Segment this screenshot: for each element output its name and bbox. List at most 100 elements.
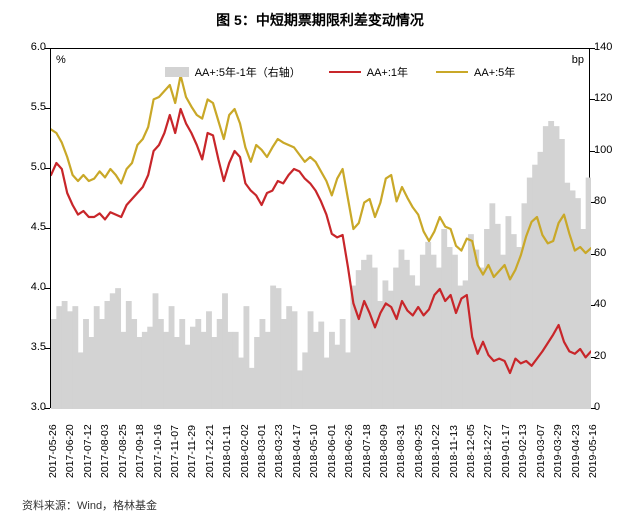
- x-tick-label: 2018-06-26: [343, 424, 355, 478]
- area-bar: [409, 275, 415, 409]
- area-bar: [99, 319, 105, 409]
- x-tick-label: 2018-09-25: [413, 424, 425, 478]
- legend-label-1y: AA+:1年: [367, 64, 408, 80]
- x-tick-label: 2017-06-20: [64, 424, 76, 478]
- area-bar: [452, 255, 458, 409]
- area-bar: [153, 293, 159, 409]
- x-tick-label: 2019-02-13: [517, 424, 529, 478]
- legend-swatch-area: [165, 67, 189, 77]
- area-bar: [78, 352, 84, 409]
- chart-title: 图 5：中短期票期限利差变动情况: [0, 10, 640, 30]
- area-bar: [441, 229, 447, 409]
- plot-area: [50, 48, 590, 408]
- x-tick-label: 2018-06-01: [326, 424, 338, 478]
- x-axis-labels: 2017-05-262017-06-202017-07-122017-08-03…: [50, 410, 590, 490]
- x-tick-label: 2018-03-01: [256, 424, 268, 478]
- right-tick-label: 60: [594, 248, 606, 259]
- area-bar: [88, 337, 94, 409]
- x-tick-label: 2018-11-13: [448, 425, 460, 478]
- area-bar: [302, 352, 308, 409]
- area-bar: [425, 242, 431, 409]
- area-bar: [580, 229, 586, 409]
- area-bar: [313, 332, 319, 409]
- legend-1y: AA+:1年: [329, 64, 408, 80]
- left-tick-label: 5.0: [31, 162, 46, 173]
- area-bar: [473, 250, 479, 409]
- area-bar: [195, 319, 201, 409]
- x-tick-label: 2018-10-22: [430, 424, 442, 478]
- area-bar: [479, 268, 485, 409]
- area-bar: [415, 286, 421, 409]
- area-bar: [227, 332, 233, 409]
- area-bar: [356, 270, 362, 409]
- area-bar: [249, 368, 255, 409]
- left-tick-label: 5.5: [31, 102, 46, 113]
- area-bar: [297, 370, 303, 409]
- area-bar: [254, 337, 260, 409]
- area-bar: [83, 319, 89, 409]
- area-bar: [554, 126, 560, 409]
- area-bar: [190, 327, 196, 409]
- area-bar: [281, 319, 287, 409]
- x-tick-label: 2019-05-16: [587, 424, 599, 478]
- area-bar: [500, 255, 506, 409]
- area-bar: [286, 306, 292, 409]
- x-tick-label: 2018-05-10: [308, 424, 320, 478]
- x-tick-label: 2017-12-21: [204, 424, 216, 478]
- x-tick-label: 2018-04-17: [291, 424, 303, 478]
- x-tick-label: 2019-03-29: [552, 424, 564, 478]
- x-tick-label: 2017-10-16: [152, 424, 164, 478]
- area-bar: [115, 288, 121, 409]
- area-bar: [238, 358, 244, 409]
- area-bar: [206, 311, 212, 409]
- area-bar: [158, 319, 164, 409]
- area-bar: [308, 311, 314, 409]
- area-bar: [62, 301, 68, 409]
- area-bar: [570, 190, 576, 409]
- area-bar: [575, 198, 581, 409]
- left-tick-label: 4.0: [31, 282, 46, 293]
- area-bar: [147, 327, 153, 409]
- area-bar: [169, 306, 175, 409]
- x-tick-label: 2018-01-11: [221, 425, 233, 478]
- area-bar: [586, 178, 591, 409]
- area-bar: [334, 345, 340, 409]
- area-bar: [243, 306, 249, 409]
- right-tick-label: 20: [594, 351, 606, 362]
- area-bar: [345, 352, 351, 409]
- area-bar: [447, 247, 453, 409]
- area-bar: [201, 332, 207, 409]
- area-bar: [179, 319, 185, 409]
- area-bar: [110, 293, 116, 409]
- area-bar: [72, 306, 78, 409]
- area-bar: [211, 337, 217, 409]
- area-bar: [361, 260, 367, 409]
- area-bar: [543, 126, 549, 409]
- plot-svg: [51, 49, 591, 409]
- area-bar: [420, 255, 426, 409]
- area-bar: [270, 286, 276, 409]
- right-tick-label: 140: [594, 42, 612, 53]
- area-bar: [318, 322, 324, 409]
- area-bar: [559, 139, 565, 409]
- area-bar: [292, 311, 298, 409]
- right-tick-label: 80: [594, 196, 606, 207]
- left-tick-label: 6.0: [31, 42, 46, 53]
- x-tick-label: 2018-07-18: [361, 424, 373, 478]
- area-bar: [265, 332, 271, 409]
- area-bar: [131, 319, 137, 409]
- area-bar: [516, 247, 522, 409]
- area-bar: [399, 250, 405, 409]
- x-tick-label: 2018-08-31: [395, 424, 407, 478]
- legend-line-1y: [329, 71, 361, 73]
- area-bar: [121, 332, 127, 409]
- area-bar: [94, 306, 100, 409]
- area-bar: [393, 268, 399, 409]
- area-bar: [67, 311, 73, 409]
- area-bar: [431, 255, 437, 409]
- x-tick-label: 2017-11-07: [169, 425, 181, 478]
- area-bar: [548, 121, 554, 409]
- area-bar: [137, 337, 143, 409]
- area-bar: [372, 268, 378, 409]
- area-bar: [404, 260, 410, 409]
